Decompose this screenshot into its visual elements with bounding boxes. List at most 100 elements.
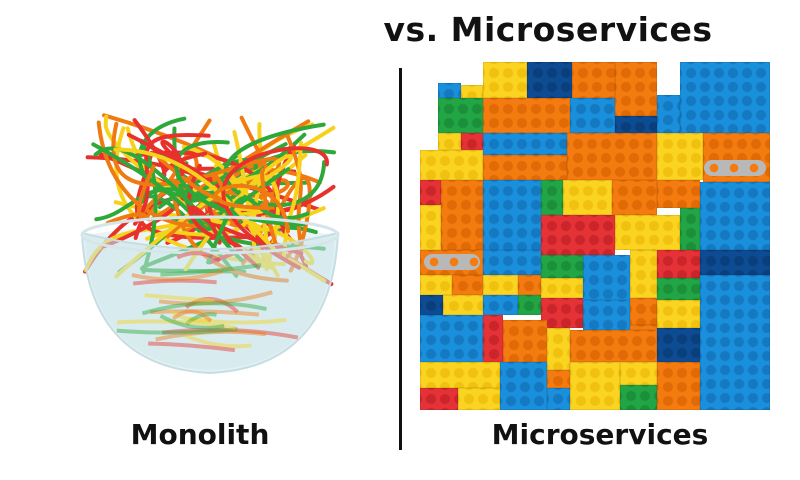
lego-brick-yellow bbox=[620, 362, 657, 385]
lego-brick-blue bbox=[438, 83, 461, 98]
lego-brick-orange bbox=[630, 325, 657, 330]
lego-brick-orange bbox=[483, 98, 570, 133]
noodle bbox=[162, 327, 299, 340]
noodle bbox=[281, 140, 303, 258]
noodle bbox=[160, 263, 262, 277]
lego-brick-yellow bbox=[420, 362, 500, 388]
noodle bbox=[221, 146, 329, 270]
noodle bbox=[155, 329, 267, 342]
lego-brick-orange bbox=[615, 62, 657, 116]
noodle bbox=[185, 312, 217, 326]
noodle bbox=[284, 130, 304, 252]
lego-brick-orange bbox=[570, 330, 657, 362]
lego-brick-orange bbox=[612, 180, 657, 215]
lego-brick-yellow bbox=[657, 300, 700, 328]
lego-brick-blue bbox=[700, 182, 770, 250]
lego-brick-yellow bbox=[547, 328, 570, 370]
lego-brick-yellow bbox=[615, 215, 680, 250]
lego-brick-orange bbox=[657, 180, 700, 208]
noodle bbox=[132, 278, 217, 286]
noodle bbox=[188, 316, 287, 325]
lego-brick-orange bbox=[547, 370, 570, 388]
lego-brick-blue bbox=[483, 133, 567, 155]
lego-brick-navy bbox=[657, 328, 700, 362]
lego-brick-yellow bbox=[461, 85, 483, 98]
lego-brick-yellow bbox=[438, 133, 461, 150]
lego-brick-yellow bbox=[420, 275, 452, 295]
lego-brick-yellow bbox=[458, 388, 500, 410]
noodle bbox=[159, 314, 225, 330]
lego-brick-blue bbox=[583, 255, 630, 300]
divider bbox=[399, 68, 402, 450]
noodle bbox=[116, 327, 238, 335]
lego-brick-yellow bbox=[420, 205, 441, 250]
lego-brick-navy bbox=[527, 62, 572, 98]
noodle bbox=[141, 301, 267, 316]
technic-beam bbox=[704, 160, 766, 176]
lego-brick-green bbox=[541, 180, 563, 215]
page-title: vs. Microservices bbox=[383, 10, 713, 49]
lego-brick-navy bbox=[700, 250, 770, 275]
noodle bbox=[116, 319, 237, 330]
lego-brick-orange bbox=[452, 275, 483, 295]
noodle bbox=[184, 333, 252, 349]
lego-brick-yellow bbox=[420, 150, 483, 180]
lego-brick-yellow bbox=[570, 362, 620, 410]
lego-brick-yellow bbox=[657, 133, 703, 180]
lego-brick-orange bbox=[503, 320, 547, 362]
noodle bbox=[169, 309, 212, 323]
lego-brick-green bbox=[620, 385, 657, 410]
bowl-glass bbox=[80, 231, 340, 375]
lego-brick-blue bbox=[583, 300, 630, 330]
microservices-label: Microservices bbox=[491, 418, 709, 451]
lego-brick-red bbox=[483, 315, 503, 362]
lego-brick-red bbox=[461, 133, 483, 150]
lego-brick-blue bbox=[483, 295, 518, 315]
lego-brick-green bbox=[680, 208, 700, 250]
lego-brick-red bbox=[420, 388, 458, 410]
lego-brick-blue bbox=[680, 62, 770, 133]
lego-brick-blue bbox=[570, 98, 615, 133]
noodle bbox=[171, 309, 213, 323]
lego-brick-red bbox=[541, 215, 615, 255]
noodle bbox=[158, 290, 273, 306]
noodle bbox=[144, 293, 215, 303]
lego-brick-blue bbox=[547, 388, 570, 410]
lego-brick-yellow bbox=[563, 180, 612, 215]
lego-brick-blue bbox=[500, 362, 547, 410]
lego-brick-blue bbox=[700, 275, 770, 410]
lego-brick-yellow bbox=[630, 250, 657, 298]
noodle bbox=[148, 341, 236, 353]
lego-brick-green bbox=[541, 255, 583, 278]
lego-brick-orange bbox=[441, 180, 483, 250]
lego-brick-navy bbox=[615, 116, 657, 133]
lego-brick-green bbox=[518, 295, 541, 315]
lego-brick-blue bbox=[483, 180, 541, 250]
noodle bbox=[150, 309, 260, 317]
noodle bbox=[113, 147, 276, 251]
noodle bbox=[213, 183, 290, 234]
lego-brick-orange bbox=[567, 133, 657, 180]
noodle bbox=[176, 251, 222, 263]
noodle bbox=[160, 139, 207, 181]
lego-brick-blue bbox=[420, 315, 483, 362]
technic-beam bbox=[424, 254, 480, 270]
lego-brick-green bbox=[438, 98, 483, 133]
lego-brick-red bbox=[657, 250, 700, 278]
monolith-label: Monolith bbox=[130, 418, 270, 451]
lego-brick-red bbox=[420, 180, 441, 205]
noodle bbox=[131, 269, 224, 282]
noodle bbox=[133, 132, 211, 226]
lego-brick-yellow bbox=[483, 62, 527, 98]
spaghetti-bowl-illustration bbox=[80, 113, 340, 375]
lego-brick-yellow bbox=[443, 295, 483, 315]
lego-brick-yellow bbox=[541, 278, 583, 298]
noodle bbox=[174, 140, 306, 227]
noodle bbox=[189, 205, 304, 256]
lego-brick-red bbox=[541, 298, 583, 328]
lego-brick-orange bbox=[657, 362, 700, 410]
lego-brick-orange bbox=[572, 62, 615, 98]
lego-brick-green bbox=[657, 278, 700, 300]
lego-brick-blue bbox=[657, 95, 680, 133]
